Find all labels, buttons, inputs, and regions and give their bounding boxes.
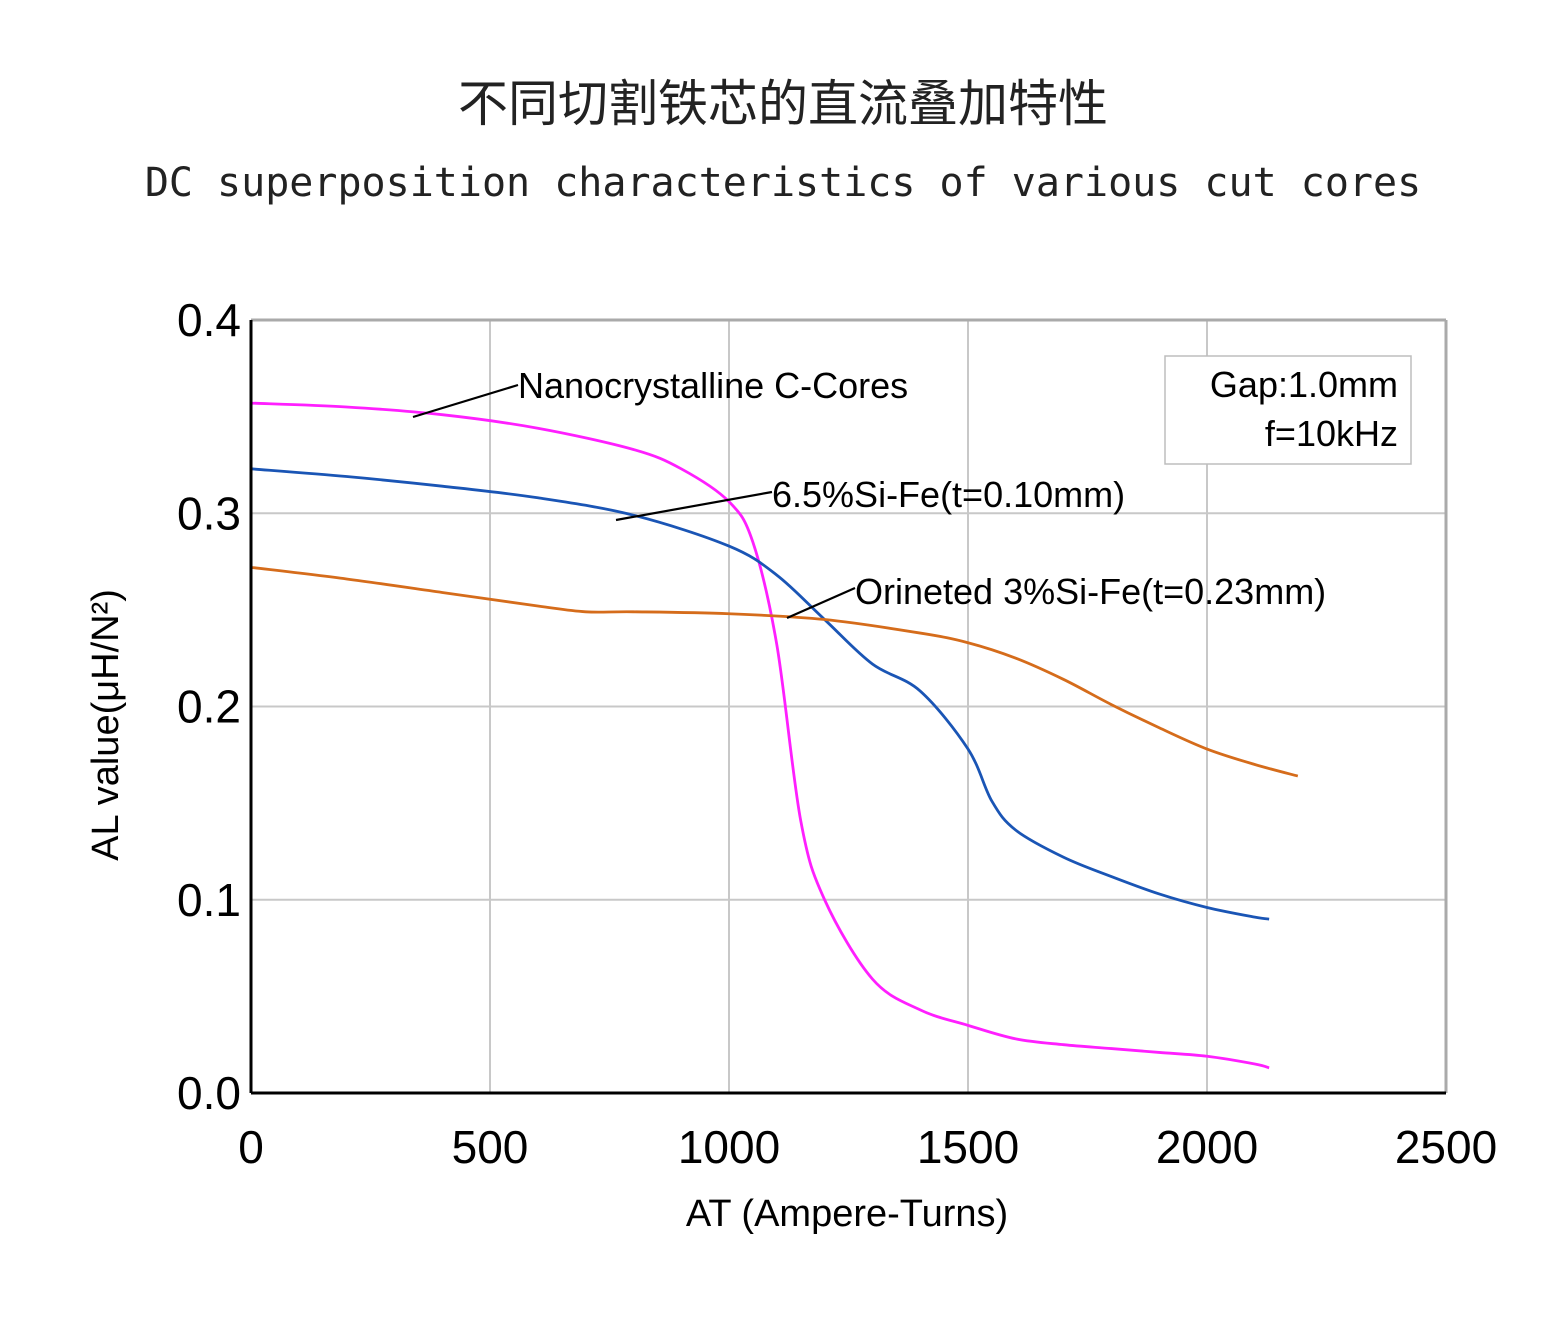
x-tick-labels: 0 500 1000 1500 2000 2500 bbox=[238, 1121, 1497, 1173]
series-label-oriented-3-si-fe: Orineted 3%Si-Fe(t=0.23mm) bbox=[855, 571, 1326, 612]
leader-line bbox=[412, 383, 519, 419]
x-tick-label: 2000 bbox=[1156, 1121, 1258, 1173]
y-tick-label: 0.2 bbox=[177, 681, 241, 733]
x-axis-label: AT (Ampere-Turns) bbox=[686, 1193, 1008, 1235]
info-box-frequency: f=10kHz bbox=[1265, 413, 1398, 454]
y-axis-label: AL value(μH/N²) bbox=[85, 589, 127, 861]
axes bbox=[249, 318, 1448, 1095]
x-tick-label: 1000 bbox=[678, 1121, 780, 1173]
x-tick-label: 500 bbox=[452, 1121, 529, 1173]
info-box bbox=[1164, 355, 1412, 465]
x-tick-label: 0 bbox=[238, 1121, 264, 1173]
y-tick-label: 0.1 bbox=[177, 874, 241, 926]
chart-subtitle: DC superposition characteristics of vari… bbox=[144, 160, 1422, 206]
x-tick-label: 2500 bbox=[1395, 1121, 1497, 1173]
y-tick-label: 0.4 bbox=[177, 294, 241, 346]
series-line-6-5-si-fe bbox=[250, 467, 1270, 921]
series-label-6-5-si-fe: 6.5%Si-Fe(t=0.10mm) bbox=[772, 474, 1125, 515]
series-line-oriented-3-si-fe bbox=[250, 565, 1299, 778]
series-label-nanocrystalline: Nanocrystalline C-Cores bbox=[518, 365, 908, 406]
leader-line bbox=[786, 586, 856, 620]
x-tick-label: 1500 bbox=[917, 1121, 1019, 1173]
chart-title: 不同切割铁芯的直流叠加特性 bbox=[458, 75, 1108, 133]
series-line-nanocrystalline bbox=[250, 401, 1270, 1070]
y-tick-labels: 0.0 0.1 0.2 0.3 0.4 bbox=[177, 294, 241, 1119]
y-tick-label: 0.0 bbox=[177, 1067, 241, 1119]
series-lines bbox=[250, 401, 1299, 1070]
annotation-leaders bbox=[412, 383, 856, 620]
info-box-gap: Gap:1.0mm bbox=[1210, 364, 1398, 405]
y-tick-label: 0.3 bbox=[177, 487, 241, 539]
leader-line bbox=[615, 490, 773, 522]
series-labels: Nanocrystalline C-Cores 6.5%Si-Fe(t=0.10m… bbox=[518, 365, 1326, 612]
